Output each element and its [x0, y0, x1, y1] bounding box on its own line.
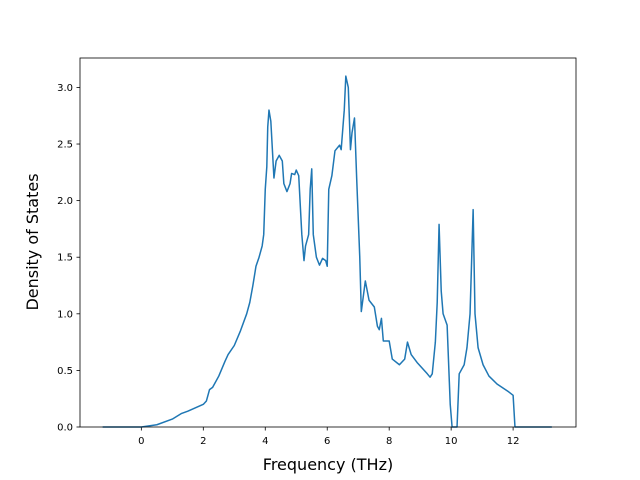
x-tick-label: 2: [200, 436, 206, 447]
y-tick-label: 3.0: [57, 83, 73, 94]
y-tick-label: 1.0: [57, 309, 73, 320]
data-line: [102, 75, 552, 428]
x-axis-label: Frequency (THz): [263, 455, 393, 474]
x-tick-label: 10: [445, 436, 458, 447]
y-tick-label: 2.0: [57, 196, 73, 207]
y-tick-label: 0.5: [57, 366, 73, 377]
y-axis-label: Density of States: [23, 173, 42, 310]
x-tick-label: 4: [262, 436, 268, 447]
x-tick-label: 8: [386, 436, 392, 447]
y-tick-label: 1.5: [57, 253, 73, 264]
axes-frame: [79, 57, 577, 428]
x-tick-label: 12: [507, 436, 520, 447]
x-tick-label: 6: [324, 436, 330, 447]
x-tick-label: 0: [138, 436, 144, 447]
y-tick-label: 2.5: [57, 140, 73, 151]
y-tick-label: 0.0: [57, 423, 73, 434]
